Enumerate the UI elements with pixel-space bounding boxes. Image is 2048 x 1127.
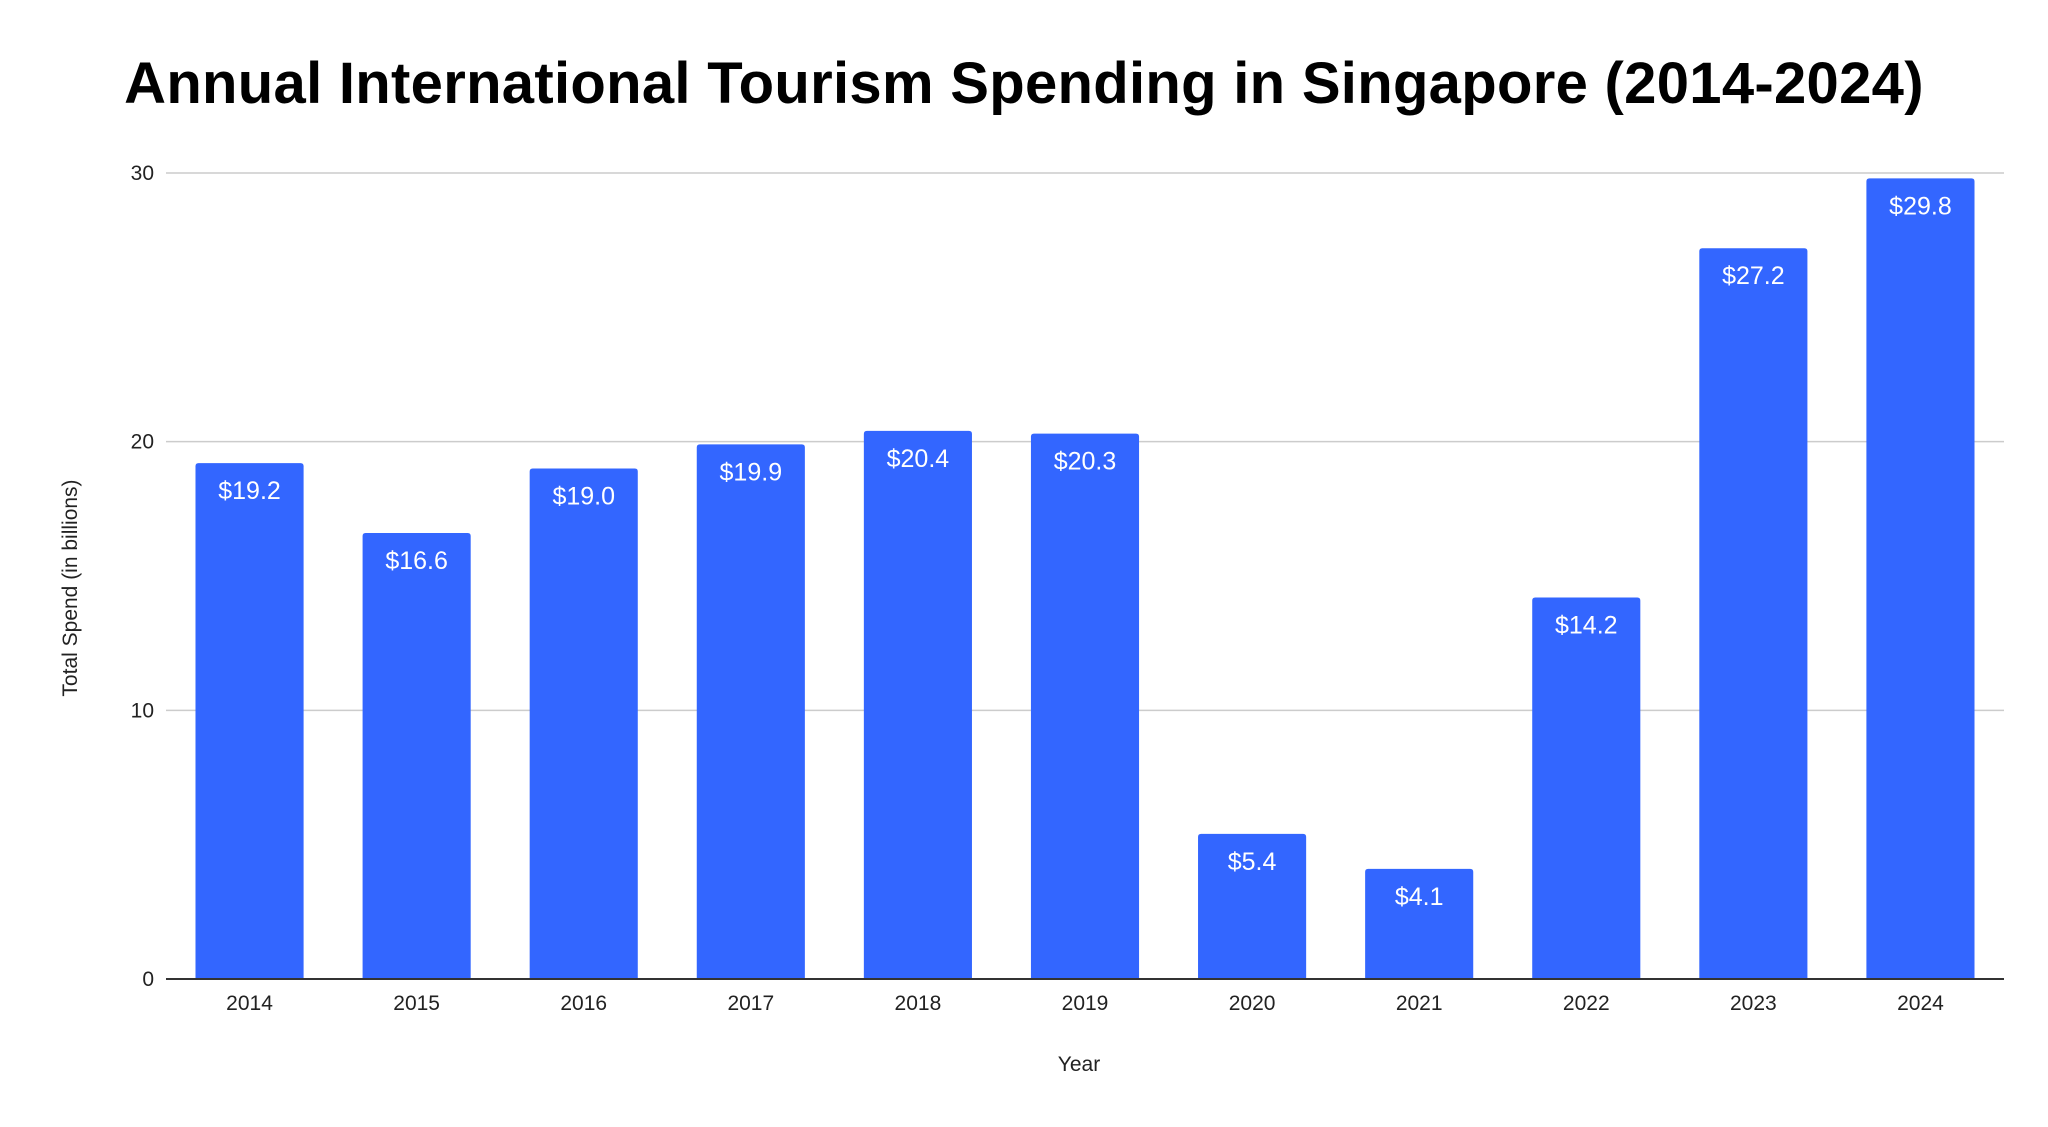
x-tick-label: 2017 [727, 992, 774, 1015]
x-tick-label: 2020 [1229, 992, 1276, 1015]
bar-2019 [1030, 433, 1140, 979]
x-tick-label: 2023 [1730, 992, 1777, 1015]
data-label-2015: $16.6 [385, 547, 448, 575]
x-tick-label: 2014 [226, 992, 273, 1015]
data-label-2022: $14.2 [1555, 611, 1618, 639]
x-tick-label: 2019 [1062, 992, 1109, 1015]
data-label-2016: $19.0 [552, 483, 615, 511]
x-tick-label: 2018 [895, 992, 942, 1015]
x-tick-label: 2024 [1897, 992, 1944, 1015]
y-tick-label: 0 [142, 968, 154, 991]
bar-2018 [863, 430, 972, 979]
data-label-2017: $19.9 [720, 458, 783, 486]
data-label-2018: $20.4 [887, 445, 950, 473]
data-label-2021: $4.1 [1395, 883, 1444, 911]
bar-2017 [696, 444, 805, 979]
y-tick-label: 10 [131, 699, 154, 722]
x-tick-label: 2022 [1563, 992, 1610, 1015]
data-label-2023: $27.2 [1722, 262, 1785, 290]
x-tick-label: 2016 [560, 992, 607, 1015]
y-axis-ticks: 0 10 20 30 [131, 162, 154, 991]
bar-2024 [1866, 178, 1975, 979]
bars [195, 178, 1975, 979]
data-label-2014: $19.2 [218, 477, 281, 505]
bar-2022 [1532, 597, 1641, 979]
x-axis-title: Year [1058, 1053, 1100, 1076]
x-tick-label: 2015 [393, 992, 440, 1015]
bar-2016 [529, 468, 638, 979]
data-label-2019: $20.3 [1054, 448, 1117, 476]
bar-2021 [1365, 868, 1474, 979]
bar-2014 [195, 463, 304, 979]
bar-2020 [1198, 833, 1307, 979]
y-tick-label: 30 [131, 162, 154, 185]
data-labels: $19.2 $16.6 $19.0 $19.9 $20.4 $20.3 $5.4 $4.1 $1… [218, 192, 1951, 910]
x-tick-label: 2021 [1396, 992, 1443, 1015]
chart-title: Annual International Tourism Spending in… [124, 51, 1924, 116]
data-label-2020: $5.4 [1228, 848, 1277, 876]
x-axis-ticks: 2014 2015 2016 2017 2018 2019 2020 2021 2022 2023… [226, 992, 1944, 1015]
bar-2015 [362, 533, 471, 979]
y-axis-title: Total Spend (in billions) [59, 479, 82, 696]
y-tick-label: 20 [131, 431, 154, 454]
bar-2023 [1699, 248, 1808, 979]
data-label-2024: $29.8 [1889, 192, 1952, 220]
